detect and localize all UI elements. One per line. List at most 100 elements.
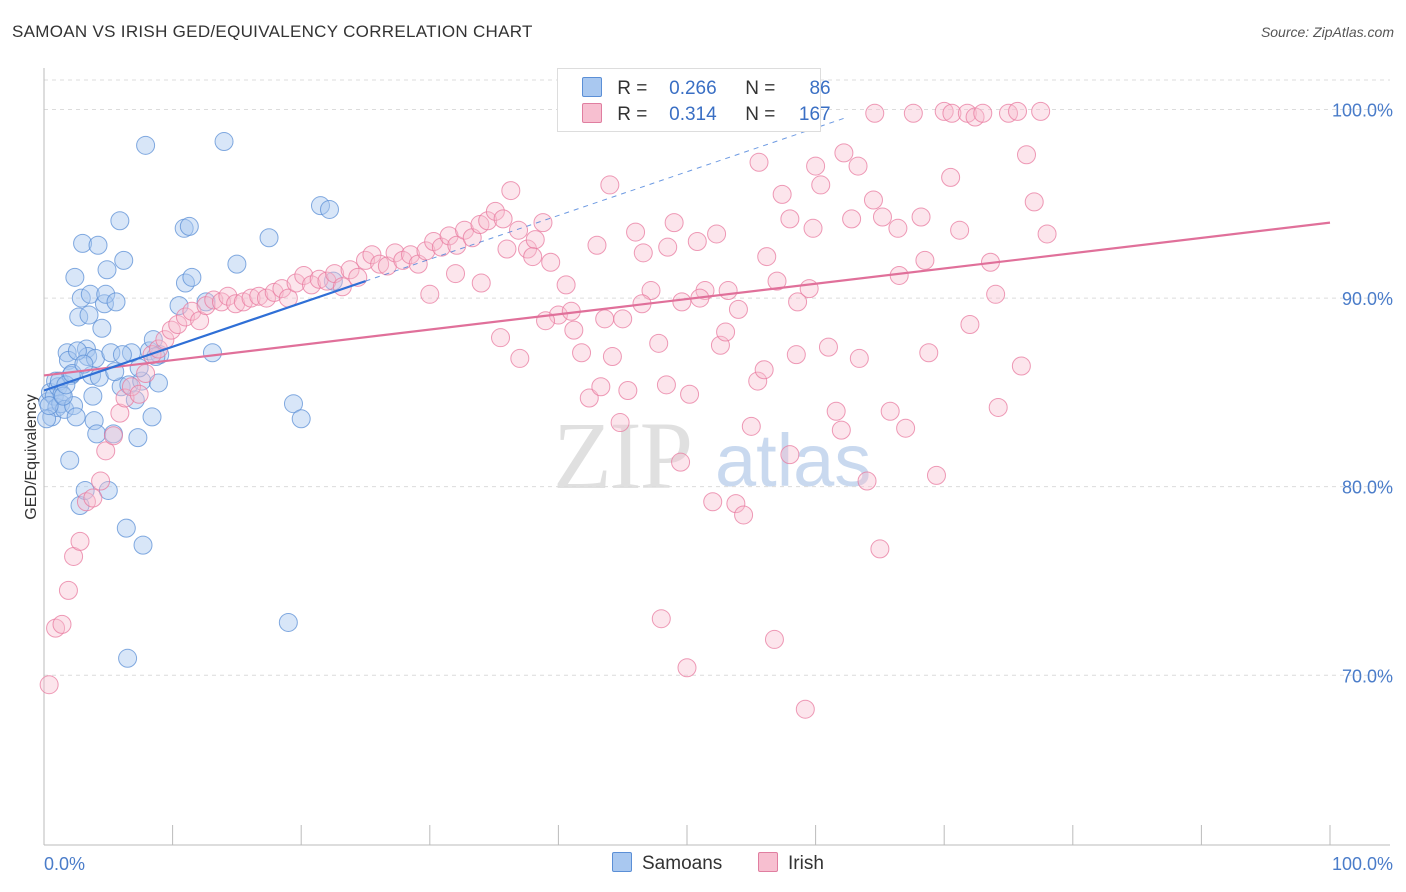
samoans-point [96,284,116,304]
irish-point [911,207,931,227]
irish-point [610,413,630,433]
irish-point [664,213,684,233]
samoans-point [227,254,247,274]
irish-point [600,175,620,195]
irish-point [96,441,116,461]
legend-r-label: R = [617,104,648,125]
irish-point [70,531,90,551]
irish-point [672,292,692,312]
samoans-point [80,284,100,304]
bottom-swatch-samoans [612,852,632,872]
irish-point [272,279,292,299]
irish-point [811,175,831,195]
legend-n-irish: 167 [798,104,831,125]
irish-point [595,309,615,329]
irish-point [249,286,269,306]
y-axis-label: GED/Equivalency [23,394,40,519]
samoans-point [128,428,148,448]
irish-point [848,156,868,176]
irish-point [286,273,306,293]
irish-point [485,201,505,221]
irish-point [196,296,216,316]
irish-point [764,629,784,649]
irish-point [83,488,103,508]
irish-point [748,371,768,391]
irish-point [818,337,838,357]
samoans-point [114,250,134,270]
irish-point [523,247,543,267]
samoans-point [94,294,114,314]
irish-point [416,241,436,261]
irish-point [76,492,96,512]
samoans-point [73,233,93,253]
stats-legend: R = 0.266 N = 86 R = 0.314 N = 167 [557,68,831,132]
irish-point [58,580,78,600]
irish-point [826,401,846,421]
x-tick-label: 100.0% [1332,854,1393,874]
samoans-point [291,409,311,429]
irish-point [510,348,530,368]
irish-point [988,397,1008,417]
irish-point [677,658,697,678]
samoans-point [319,199,339,219]
irish-point [649,333,669,353]
irish-point [754,360,774,380]
irish-point [602,347,622,367]
samoans-point [65,267,85,287]
irish-point [788,292,808,312]
irish-point [919,343,939,363]
irish-point [103,426,123,446]
samoans-point [106,292,126,312]
irish-point [772,184,792,204]
samoans-point [92,318,112,338]
irish-point [618,380,638,400]
irish-point [903,103,923,123]
irish-point [926,465,946,485]
irish-point [831,420,851,440]
irish-point [1024,192,1044,212]
samoans-point [323,271,343,291]
bottom-legend-irish: Irish [758,852,824,875]
samoans-point [110,211,130,231]
irish-point [136,364,156,384]
chart-title: SAMOAN VS IRISH GED/EQUIVALENCY CORRELAT… [12,22,533,41]
irish-point [941,167,961,187]
samoans-point [142,407,162,427]
samoans-point [101,343,121,363]
irish-point [934,101,954,121]
y-tick-label: 70.0% [1342,666,1393,686]
irish-point [707,224,727,244]
samoans-point [179,216,199,236]
samoans-point [64,396,84,416]
irish-point [241,288,261,308]
irish-point [478,211,498,231]
samoans-point [259,228,279,248]
legend-r-label: R = [617,78,648,99]
watermark-zip: ZIP [553,402,693,509]
samoans-point [202,343,222,363]
irish-point [501,181,521,201]
irish-point [446,264,466,284]
samoans-point [53,386,73,406]
irish-trendline [43,221,1331,377]
irish-point [870,539,890,559]
irish-point [493,209,513,229]
irish-point [806,156,826,176]
irish-point [749,152,769,172]
irish-point [579,388,599,408]
x-tick-label: 0.0% [44,854,85,874]
irish-point [728,299,748,319]
irish-point [915,250,935,270]
samoans-point [116,518,136,538]
irish-point [716,322,736,342]
irish-point [633,243,653,263]
irish-point [786,345,806,365]
irish-point [447,235,467,255]
irish-point [872,207,892,227]
irish-point [680,384,700,404]
irish-point [658,237,678,257]
samoans-point [60,450,80,470]
irish-point [795,699,815,719]
irish-point [182,301,202,321]
irish-point [204,290,224,310]
